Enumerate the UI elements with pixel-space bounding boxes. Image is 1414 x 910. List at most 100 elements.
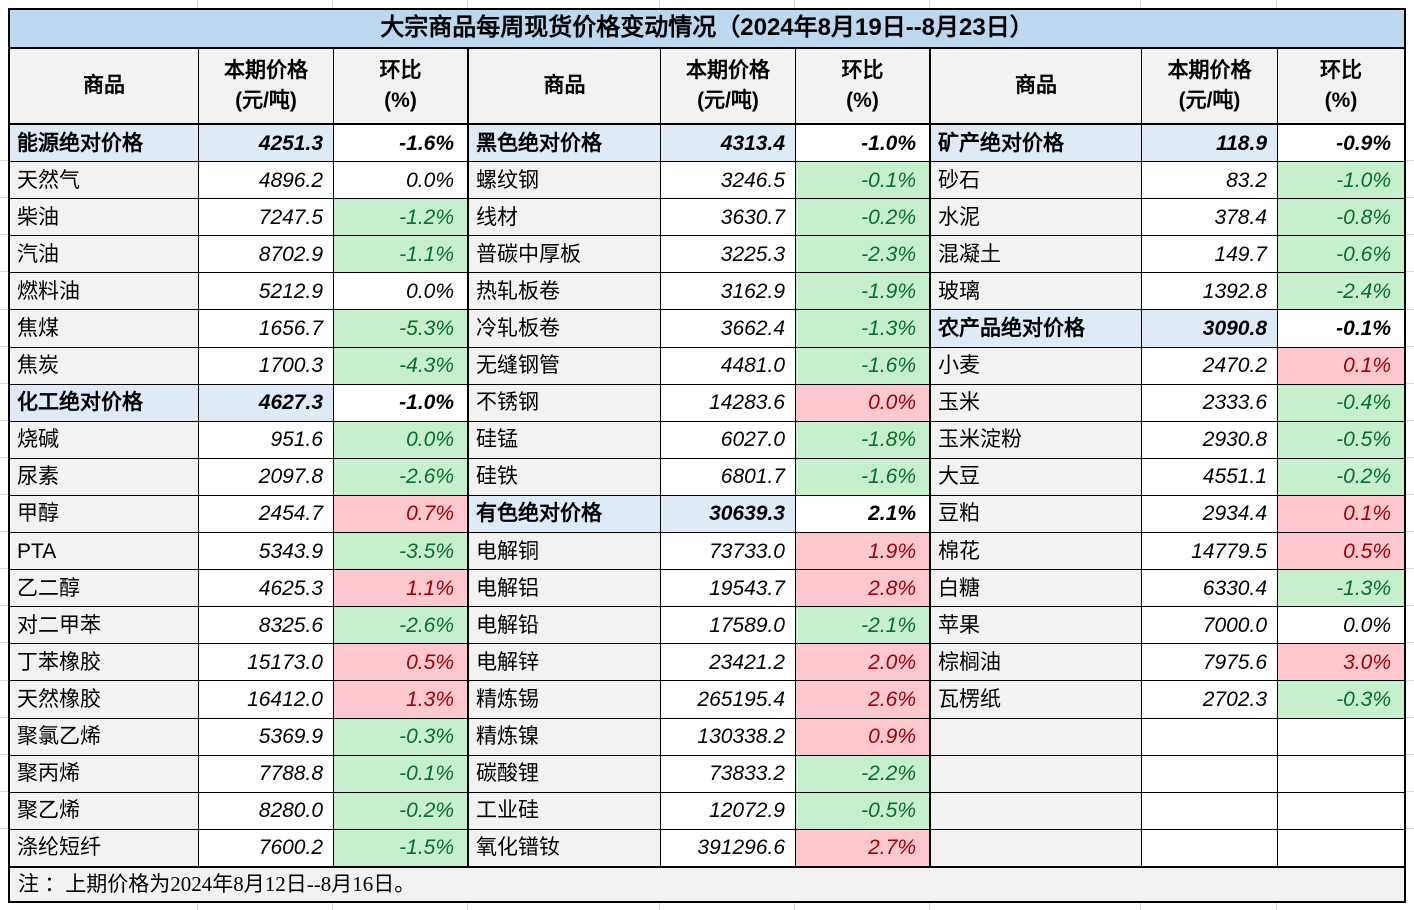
cell-empty-name: [931, 718, 1142, 756]
worksheet-gridline: [0, 531, 8, 532]
change-cell: 0.5%: [1278, 533, 1404, 571]
price-cell: 8325.6: [199, 607, 334, 645]
price-cell: 73833.2: [661, 755, 796, 793]
commodity-name-cell: 电解锌: [469, 644, 661, 682]
change-cell: -2.6%: [334, 458, 469, 496]
worksheet-gridline: [1406, 197, 1414, 198]
worksheet-gridline: [0, 717, 8, 718]
worksheet-gridline: [0, 383, 8, 384]
worksheet-gridline: [1406, 531, 1414, 532]
change-cell: -1.8%: [796, 421, 931, 459]
change-cell: -1.6%: [796, 458, 931, 496]
cell-empty-name: [931, 829, 1142, 867]
worksheet-gridline: [467, 0, 468, 8]
price-cell: 5343.9: [199, 533, 334, 571]
price-cell: 14779.5: [1142, 533, 1278, 571]
change-cell: -1.1%: [334, 236, 469, 274]
change-cell: -0.1%: [1278, 310, 1404, 348]
commodity-name-cell: 氧化镨钕: [469, 829, 661, 867]
commodity-name-cell: 玉米淀粉: [931, 421, 1142, 459]
commodity-name-cell: 苹果: [931, 607, 1142, 645]
worksheet-gridline: [929, 903, 930, 910]
price-cell: 83.2: [1142, 162, 1278, 200]
price-cell: 7975.6: [1142, 644, 1278, 682]
price-cell: 7788.8: [199, 755, 334, 793]
price-cell: 15173.0: [199, 644, 334, 682]
change-cell: -0.2%: [796, 199, 931, 237]
worksheet-gridline: [0, 160, 8, 161]
price-cell: 1392.8: [1142, 273, 1278, 311]
price-cell: 118.9: [1142, 125, 1278, 163]
header-commodity-label: 商品: [83, 73, 125, 97]
change-cell: 0.0%: [334, 162, 469, 200]
price-cell: 17589.0: [661, 607, 796, 645]
price-cell: 2097.8: [199, 458, 334, 496]
change-cell: 2.0%: [796, 644, 931, 682]
worksheet-gridline: [1276, 903, 1277, 910]
price-cell: 3662.4: [661, 310, 796, 348]
commodity-name-cell: 混凝土: [931, 236, 1142, 274]
header-price-bottom: (元/吨): [697, 89, 759, 112]
change-cell: 2.6%: [796, 681, 931, 719]
worksheet-gridline: [1406, 234, 1414, 235]
commodity-name-cell: 玻璃: [931, 273, 1142, 311]
commodity-name-cell: 对二甲苯: [10, 607, 199, 645]
commodity-name-cell: 大豆: [931, 458, 1142, 496]
header-price-top: 本期价格: [224, 58, 308, 82]
cell-empty-name: [931, 792, 1142, 830]
worksheet-gridline: [929, 0, 930, 8]
change-cell: -2.2%: [796, 755, 931, 793]
worksheet-gridline: [1406, 383, 1414, 384]
commodity-name-cell: PTA: [10, 533, 199, 571]
cell-empty-price: [1142, 718, 1278, 756]
change-cell: -0.5%: [796, 792, 931, 830]
worksheet-gridline: [1406, 271, 1414, 272]
change-cell: 0.0%: [334, 273, 469, 311]
price-cell: 4896.2: [199, 162, 334, 200]
price-cell: 5212.9: [199, 273, 334, 311]
worksheet-gridline: [0, 271, 8, 272]
change-cell: 3.0%: [1278, 644, 1404, 682]
commodity-name-cell: 棕榈油: [931, 644, 1142, 682]
worksheet-gridline: [1406, 754, 1414, 755]
price-cell: 6330.4: [1142, 570, 1278, 608]
commodity-name-cell: 乙二醇: [10, 570, 199, 608]
worksheet-gridline: [1406, 346, 1414, 347]
change-cell: 1.1%: [334, 570, 469, 608]
change-cell: -2.1%: [796, 607, 931, 645]
worksheet-gridline: [1406, 680, 1414, 681]
change-cell: -0.8%: [1278, 199, 1404, 237]
worksheet-gridline: [0, 234, 8, 235]
price-table: 大宗商品每周现货价格变动情况（2024年8月19日--8月23日） 商品 本期价…: [8, 8, 1406, 903]
change-cell: -2.4%: [1278, 273, 1404, 311]
worksheet-gridline: [794, 0, 795, 8]
commodity-name-cell: 棉花: [931, 533, 1142, 571]
change-cell: -1.0%: [796, 125, 931, 163]
change-cell: -1.0%: [1278, 162, 1404, 200]
worksheet-gridline: [332, 0, 333, 8]
price-cell: 1656.7: [199, 310, 334, 348]
change-cell: 0.0%: [796, 384, 931, 422]
change-cell: -1.9%: [796, 273, 931, 311]
change-cell: -1.2%: [334, 199, 469, 237]
worksheet-gridline: [1406, 457, 1414, 458]
commodity-name-cell: 不锈钢: [469, 384, 661, 422]
commodity-name-cell: 水泥: [931, 199, 1142, 237]
price-cell: 3630.7: [661, 199, 796, 237]
commodity-name-cell: 硅锰: [469, 421, 661, 459]
change-cell: -0.9%: [1278, 125, 1404, 163]
change-cell: 2.8%: [796, 570, 931, 608]
category-name-cell: 有色绝对价格: [469, 495, 661, 534]
change-cell: -0.6%: [1278, 236, 1404, 274]
price-cell: 8702.9: [199, 236, 334, 274]
price-cell: 4481.0: [661, 347, 796, 385]
commodity-name-cell: 电解铝: [469, 570, 661, 608]
category-name-cell: 黑色绝对价格: [469, 125, 661, 163]
price-cell: 7247.5: [199, 199, 334, 237]
header-change-top: 环比: [379, 58, 422, 82]
commodity-name-cell: 豆粕: [931, 495, 1142, 534]
change-cell: 2.7%: [796, 829, 931, 867]
change-cell: -1.6%: [796, 347, 931, 385]
commodity-name-cell: 汽油: [10, 236, 199, 274]
worksheet-gridline: [1276, 0, 1277, 8]
